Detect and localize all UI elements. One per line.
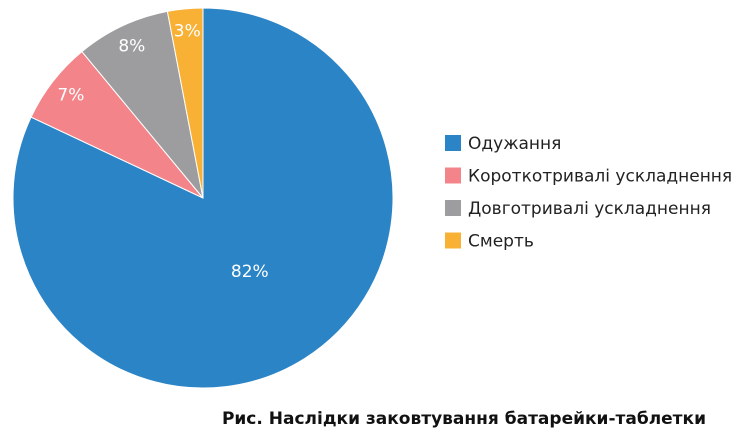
legend-label: Одужання [468,134,561,154]
pie-slice [81,10,204,199]
legend-swatch [445,200,461,216]
value-label: 3% [174,22,201,42]
pie-slice [166,7,204,199]
value-label: 7% [57,86,84,106]
legend-swatch [445,167,461,184]
chart-title: Рис. Наслідки заковтування батарейки-таб… [222,409,706,429]
legend-swatch [445,232,461,249]
legend-label: Короткотривалі ускладнення [468,167,732,187]
legend-label: Довготривалі ускладнення [468,199,711,219]
value-label: 8% [118,37,145,57]
legend-label: Смерть [468,232,534,252]
legend-swatch [445,135,461,151]
value-label: 82% [231,262,269,282]
